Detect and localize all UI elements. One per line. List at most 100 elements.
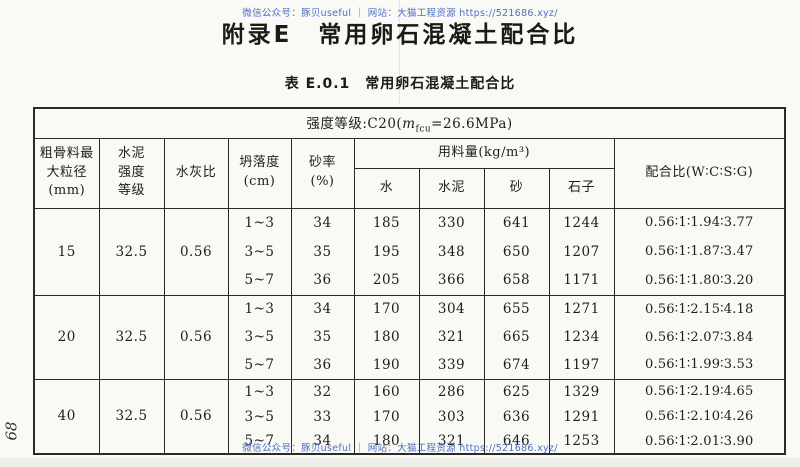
cell-water: 195 xyxy=(353,237,419,266)
cell-sand-rate: 35 xyxy=(290,323,354,351)
table-row: 5~7 34 180 321 646 1253 0.56∶1∶2.01∶3.90 xyxy=(34,429,786,454)
cell-water: 180 xyxy=(353,429,419,454)
strength-grade-cell: 强度等级:C20(mfcu=26.6MPa) xyxy=(33,107,786,138)
page-title: 附录E 常用卵石混凝土配合比 xyxy=(221,22,579,48)
cell-sand: 655 xyxy=(483,294,549,323)
cell-cement-grade: 32.5 xyxy=(98,378,164,454)
cell-sand-rate: 34 xyxy=(290,294,354,323)
cell-mix-ratio: 0.56∶1∶2.15∶4.18 xyxy=(613,294,786,323)
cell-sand: 646 xyxy=(483,429,549,454)
cell-aggregate-size: 20 xyxy=(33,294,99,379)
watermark-top: 微信公众号：豚贝useful ｜ 网站：大猫工程资源 https://52168… xyxy=(242,8,558,19)
header-slump: 坍落度 (cm) xyxy=(227,137,291,208)
cell-sand-rate: 32 xyxy=(290,378,354,404)
cell-stone: 1197 xyxy=(548,351,614,379)
cell-stone: 1207 xyxy=(548,237,614,266)
cell-sand: 641 xyxy=(483,207,549,237)
cell-sand: 636 xyxy=(483,404,549,429)
cell-wc-ratio: 0.56 xyxy=(163,294,228,379)
scan-bottom-edge xyxy=(0,458,800,467)
cell-cement: 348 xyxy=(418,237,484,266)
cell-sand: 625 xyxy=(483,378,549,404)
cell-stone: 1234 xyxy=(548,323,614,351)
scan-fold-line xyxy=(399,0,400,104)
page-number: 68 xyxy=(2,421,21,441)
cell-water: 170 xyxy=(353,294,419,323)
cell-stone: 1329 xyxy=(548,378,614,404)
header-stone: 石子 xyxy=(548,167,614,208)
strength-variable: m xyxy=(402,115,416,132)
cell-slump: 1~3 xyxy=(227,294,291,323)
cell-mix-ratio: 0.56∶1∶2.19∶4.65 xyxy=(613,378,786,404)
strength-grade-row: 强度等级:C20(mfcu=26.6MPa) xyxy=(33,107,786,138)
cell-slump: 5~7 xyxy=(227,351,291,379)
cell-stone: 1271 xyxy=(548,294,614,323)
cell-aggregate-size: 40 xyxy=(33,378,99,454)
table-row: 40 32.5 0.56 1~3 32 160 286 625 1329 0.5… xyxy=(33,378,786,454)
watermark-bottom: 微信公众号：豚贝useful ｜ 网站：大猫工程资源 https://52168… xyxy=(242,443,558,454)
cell-sand: 658 xyxy=(483,266,549,295)
cell-water: 185 xyxy=(353,207,419,237)
cell-mix-ratio: 0.56∶1∶1.94∶3.77 xyxy=(613,207,786,237)
cell-sand-rate: 36 xyxy=(290,266,354,295)
header-water: 水 xyxy=(353,167,419,208)
cell-cement: 321 xyxy=(418,323,484,351)
header-aggregate-size: 粗骨料最 大粒径 (mm) xyxy=(33,137,99,208)
cell-mix-ratio: 0.56∶1∶1.99∶3.53 xyxy=(613,351,786,379)
header-usage: 用料量(kg/m³) xyxy=(353,137,614,168)
cell-stone: 1171 xyxy=(548,266,614,295)
table-row: 3~5 35 195 348 650 1207 0.56∶1∶1.87∶3.47 xyxy=(34,237,786,266)
header-cement-grade: 水泥 强度 等级 xyxy=(98,137,164,208)
cell-cement-grade: 32.5 xyxy=(98,207,164,295)
header-sand: 砂 xyxy=(483,167,549,208)
table-row: 20 32.5 0.56 1~3 34 170 304 655 1271 0.5… xyxy=(33,294,786,379)
cell-slump: 5~7 xyxy=(227,266,291,295)
cell-water: 170 xyxy=(353,404,419,429)
cell-sand-rate: 34 xyxy=(290,207,354,237)
table-row: 15 32.5 0.56 1~3 34 185 330 641 1244 0.5… xyxy=(33,207,786,295)
header-row-1: 粗骨料最 大粒径 (mm) 水泥 强度 等级 水灰比 坍落度 (cm) 砂率 (… xyxy=(33,137,786,208)
strength-grade-prefix: 强度等级:C20( xyxy=(306,115,403,132)
cell-sand: 674 xyxy=(483,351,549,379)
cell-mix-ratio: 0.56∶1∶2.01∶3.90 xyxy=(613,429,786,454)
table-row: 3~5 33 170 303 636 1291 0.56∶1∶2.10∶4.26 xyxy=(34,404,786,429)
cell-cement: 321 xyxy=(418,429,484,454)
cell-stone: 1253 xyxy=(548,429,614,454)
table-caption: 表 E.0.1 常用卵石混凝土配合比 xyxy=(284,76,516,92)
cell-sand-rate: 35 xyxy=(290,237,354,266)
cell-mix-ratio: 0.56∶1∶1.87∶3.47 xyxy=(613,237,786,266)
cell-stone: 1291 xyxy=(548,404,614,429)
mix-ratio-table: 强度等级:C20(mfcu=26.6MPa) 粗骨料最 大粒径 (mm) 水泥 … xyxy=(33,107,787,455)
cell-slump: 5~7 xyxy=(227,429,291,454)
cell-cement: 330 xyxy=(418,207,484,237)
table-row: 5~7 36 205 366 658 1171 0.56∶1∶1.80∶3.20 xyxy=(34,266,786,295)
cell-cement: 304 xyxy=(418,294,484,323)
header-sand-rate: 砂率 (%) xyxy=(290,137,354,208)
cell-water: 180 xyxy=(353,323,419,351)
cell-slump: 1~3 xyxy=(227,378,291,404)
table-row: 3~5 35 180 321 665 1234 0.56∶1∶2.07∶3.84 xyxy=(34,323,786,351)
cell-cement: 339 xyxy=(418,351,484,379)
cell-cement-grade: 32.5 xyxy=(98,294,164,379)
cell-slump: 3~5 xyxy=(227,404,291,429)
cell-aggregate-size: 15 xyxy=(33,207,99,295)
cell-cement: 286 xyxy=(418,378,484,404)
cell-slump: 3~5 xyxy=(227,237,291,266)
cell-sand: 650 xyxy=(483,237,549,266)
header-wc-ratio: 水灰比 xyxy=(163,137,228,208)
cell-mix-ratio: 0.56∶1∶2.10∶4.26 xyxy=(613,404,786,429)
cell-slump: 3~5 xyxy=(227,323,291,351)
table-row: 5~7 36 190 339 674 1197 0.56∶1∶1.99∶3.53 xyxy=(34,351,786,379)
cell-sand-rate: 33 xyxy=(290,404,354,429)
header-mix-ratio: 配合比(W∶C∶S∶G) xyxy=(613,137,786,208)
header-cement: 水泥 xyxy=(418,167,484,208)
cell-mix-ratio: 0.56∶1∶1.80∶3.20 xyxy=(613,266,786,295)
strength-subscript: fcu xyxy=(415,124,432,135)
header-row-2: 水 水泥 砂 石子 xyxy=(34,167,785,208)
cell-slump: 1~3 xyxy=(227,207,291,237)
cell-sand: 665 xyxy=(483,323,549,351)
cell-sand-rate: 36 xyxy=(290,351,354,379)
cell-wc-ratio: 0.56 xyxy=(163,378,228,454)
cell-sand-rate: 34 xyxy=(290,429,354,454)
cell-water: 160 xyxy=(353,378,419,404)
